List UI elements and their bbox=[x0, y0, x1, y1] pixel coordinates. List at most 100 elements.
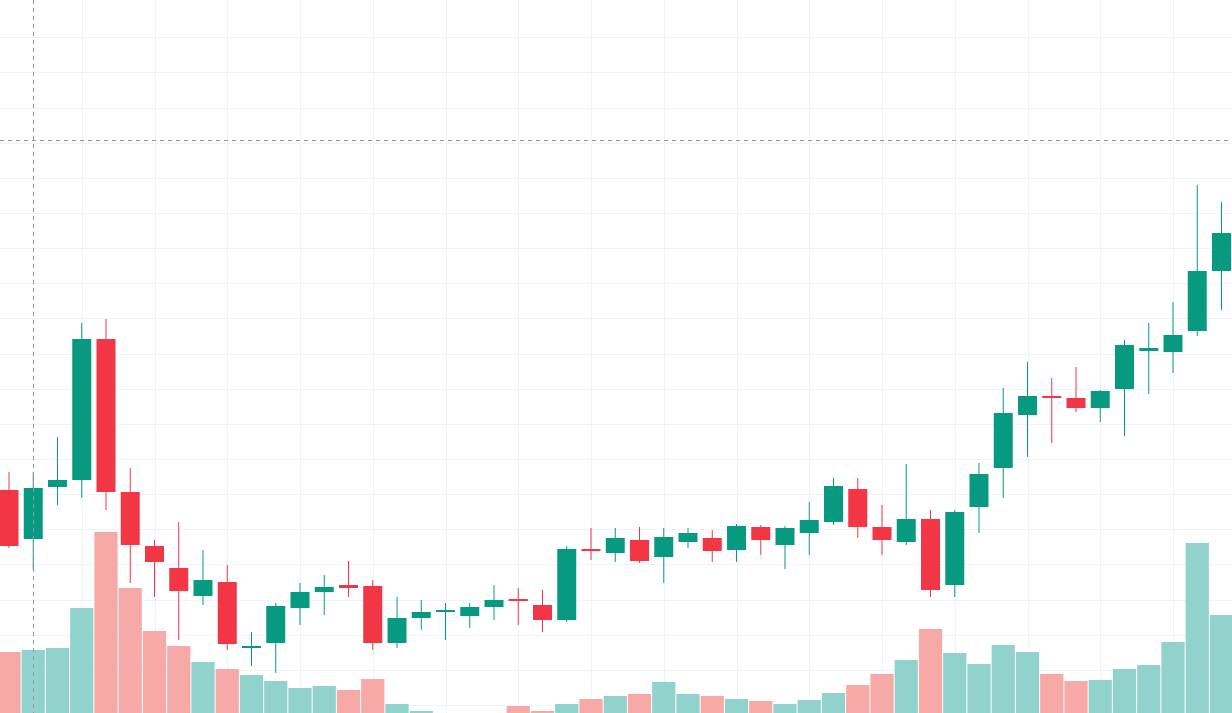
volume-bar bbox=[239, 675, 264, 713]
candle-body bbox=[363, 586, 383, 643]
candle-body bbox=[1139, 348, 1159, 351]
volume-bar bbox=[749, 701, 773, 713]
volume-bar bbox=[409, 711, 433, 713]
volume-bar bbox=[45, 648, 70, 713]
candle-body bbox=[824, 486, 843, 522]
candle-body bbox=[702, 538, 722, 551]
candle-body bbox=[993, 413, 1013, 468]
candle-body bbox=[605, 538, 625, 553]
candle-body bbox=[630, 540, 649, 561]
volume-bar bbox=[676, 694, 700, 713]
candle-body bbox=[921, 519, 940, 590]
candle-body bbox=[72, 339, 92, 480]
candle-body bbox=[242, 646, 261, 648]
volume-bar bbox=[943, 653, 967, 713]
candle-body bbox=[508, 599, 528, 601]
volume-bar bbox=[167, 646, 191, 713]
volume-bar bbox=[288, 688, 312, 713]
candle-body bbox=[290, 592, 310, 608]
volume-bar bbox=[312, 686, 336, 713]
candles bbox=[0, 185, 1231, 673]
volume-bar bbox=[1088, 680, 1112, 713]
candle-body bbox=[1115, 345, 1134, 389]
candle-body bbox=[1187, 271, 1207, 331]
volume-bar bbox=[652, 682, 676, 713]
volume-bar bbox=[1209, 615, 1232, 713]
volume-bar bbox=[967, 664, 991, 713]
volume-bar bbox=[870, 674, 894, 713]
candle-body bbox=[799, 520, 819, 533]
volume-bar bbox=[603, 696, 627, 713]
candle-body bbox=[896, 519, 916, 542]
candle-body bbox=[120, 492, 140, 545]
volume-bar bbox=[821, 693, 846, 713]
candle-body bbox=[339, 585, 358, 588]
volume-bar bbox=[1161, 642, 1185, 713]
volume-bar bbox=[700, 696, 724, 713]
candle-body bbox=[727, 526, 746, 550]
volume-bar bbox=[846, 685, 870, 713]
candle-body bbox=[1090, 391, 1110, 408]
candle-body bbox=[1066, 398, 1086, 408]
volume-bar bbox=[1015, 652, 1040, 713]
volume-bar bbox=[264, 681, 288, 713]
candle-body bbox=[96, 339, 116, 492]
volume-bar bbox=[1137, 665, 1161, 713]
candle-body bbox=[436, 610, 455, 612]
volume-bar bbox=[336, 690, 361, 713]
candle-body bbox=[533, 605, 552, 620]
volume-bar bbox=[1040, 674, 1064, 713]
volume-bar bbox=[191, 662, 215, 713]
candle-body bbox=[266, 606, 286, 643]
volume-pane bbox=[0, 532, 1232, 713]
candle-body bbox=[775, 528, 795, 545]
volume-bar bbox=[0, 652, 21, 713]
candle-body bbox=[1163, 335, 1183, 352]
volume-bar bbox=[506, 706, 530, 713]
candle-body bbox=[678, 533, 698, 542]
candle-body bbox=[0, 490, 19, 546]
candle-body bbox=[169, 568, 189, 591]
volume-bar bbox=[773, 704, 797, 713]
candle-body bbox=[557, 549, 577, 620]
volume-bar bbox=[1064, 681, 1088, 713]
candle-body bbox=[48, 480, 67, 487]
volume-bar bbox=[991, 645, 1015, 713]
candle-body bbox=[387, 618, 407, 643]
candle-body bbox=[1042, 396, 1062, 398]
candle-body bbox=[145, 546, 164, 562]
volume-bar bbox=[797, 700, 821, 713]
candle-body bbox=[1212, 233, 1231, 271]
volume-bar bbox=[894, 660, 918, 713]
candle-body bbox=[872, 527, 892, 540]
candle-body bbox=[314, 587, 334, 592]
volume-bar bbox=[627, 694, 652, 713]
volume-bar bbox=[1185, 543, 1209, 713]
candle-body bbox=[969, 474, 989, 507]
volume-bar bbox=[94, 532, 118, 713]
volume-bar bbox=[724, 699, 749, 713]
candle-body bbox=[751, 527, 771, 540]
volume-bar bbox=[918, 629, 943, 713]
volume-bar bbox=[579, 699, 603, 713]
volume-bar bbox=[530, 711, 555, 713]
candle-body bbox=[654, 537, 674, 557]
volume-bar bbox=[361, 679, 385, 713]
volume-bar bbox=[555, 704, 579, 713]
volume-bar bbox=[385, 704, 409, 713]
candle-body bbox=[217, 582, 237, 644]
candle-body bbox=[581, 549, 601, 551]
candle-body bbox=[484, 600, 504, 607]
volume-bar bbox=[142, 631, 167, 713]
candle-body bbox=[411, 612, 431, 618]
candle-body bbox=[848, 489, 868, 527]
volume-bar bbox=[118, 588, 142, 713]
volume-bar bbox=[70, 608, 94, 713]
candle-body bbox=[193, 580, 213, 596]
candle-body bbox=[460, 607, 480, 616]
volume-bar bbox=[215, 669, 239, 713]
candle-body bbox=[945, 512, 965, 585]
